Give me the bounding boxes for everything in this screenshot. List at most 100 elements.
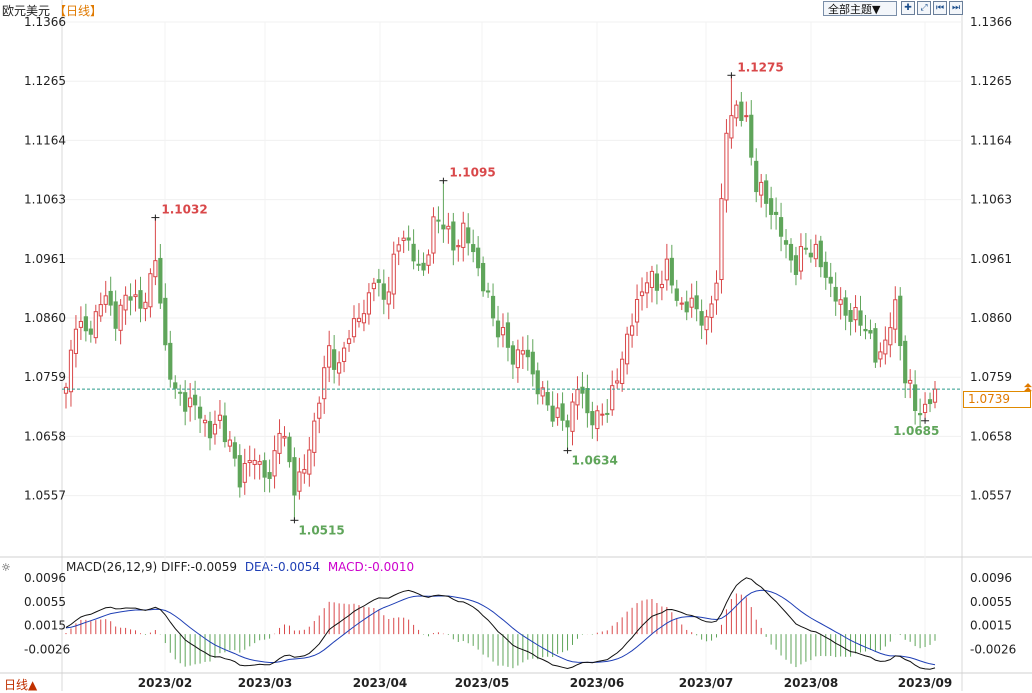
candle-down [833,286,838,302]
candle-down [505,322,511,348]
candle-up [922,403,928,414]
candle-up [247,460,252,464]
candle-down [332,349,337,370]
candle-up [386,291,391,305]
candle-up [317,402,322,419]
candle-down [873,328,878,363]
candle-up [908,379,913,384]
low-label: 1.0515 [298,523,344,537]
candle-down [411,243,416,262]
candle-up [679,302,684,305]
candle-up [356,317,362,323]
candle-up [123,294,128,311]
candle-down [510,345,516,365]
macd-legend: MACD(26,12,9) DIFF:-0.0059 DEA:-0.0054 M… [66,560,414,574]
candle-down [858,310,863,326]
month-label: 2023/08 [784,676,838,690]
candle-down [495,320,501,338]
candle-up [202,419,208,424]
candle-down [113,301,118,329]
candle-up [217,414,223,421]
candle-up [351,318,357,338]
candle-up [312,420,317,453]
candle-up [188,397,193,408]
candle-up [78,320,83,328]
candle-down [481,262,486,292]
candle-down [927,399,933,405]
price-tick-label-left: 1.0860 [24,311,66,325]
candle-up [63,386,69,394]
candle-down [441,224,446,230]
instrument-name: 欧元美元 [2,4,51,18]
month-label: 2023/07 [679,676,733,690]
zoom-in-icon[interactable]: ⤢ [917,1,931,15]
candle-down [158,257,163,304]
candle-up [734,104,739,119]
candle-down [778,217,784,237]
candle-down [788,243,794,261]
candle-up [600,413,605,416]
candle-down [138,290,143,309]
candle-down [193,394,198,406]
candle-up [341,347,347,362]
candle-up [346,338,352,344]
candle-up [456,245,461,248]
candle-down [183,392,188,412]
candle-up [500,327,506,336]
candle-down [550,405,555,422]
price-tick-label-left: 1.1265 [24,74,66,88]
candle-up [798,246,804,272]
macd-params: MACD(26,12,9) [66,560,158,574]
candle-down [669,257,674,286]
candle-up [724,132,729,201]
current-price-tag: 1.0739 [963,391,1031,408]
indicator-settings-icon[interactable]: ☼ [1,561,11,574]
month-label: 2023/09 [898,676,952,690]
candle-up [227,439,232,447]
high-label: 1.1275 [737,60,783,74]
candle-up [853,307,858,321]
candle-down [793,255,799,275]
candle-down [466,227,471,244]
price-tick-label-left: 1.1366 [24,15,66,29]
candle-down [545,392,550,406]
candle-up [570,401,575,432]
candle-down [868,330,873,334]
candle-up [878,351,883,360]
crosshair-icon[interactable]: ✚ [901,1,915,15]
candle-down [848,310,853,322]
candle-up [431,216,436,254]
candle-up [68,349,74,393]
candle-up [689,297,694,308]
candle-up [461,222,466,248]
candle-up [148,273,153,308]
candle-down [168,342,173,380]
candle-up [932,388,938,403]
candle-up [649,270,655,288]
candle-down [684,301,689,313]
macd-tick-label-right: -0.0026 [970,642,1016,656]
price-tick-label-left: 1.0961 [24,252,66,266]
forward-icon[interactable]: ⏭ [949,1,963,15]
candle-up [744,115,749,118]
price-tick-label-right: 1.0658 [970,429,1012,443]
candle-down [739,101,744,121]
candle-up [396,244,401,252]
rewind-icon[interactable]: ⏮ [933,1,947,15]
candle-down [764,180,769,204]
candle-down [237,455,242,488]
theme-selector-button[interactable]: 全部主题▼ [823,1,897,16]
candle-up [704,316,709,331]
candle-up [133,294,138,298]
candle-up [888,327,893,346]
candle-down [376,279,381,283]
candle-up [143,301,148,310]
candle-up [302,468,307,474]
period-switch-button[interactable]: 日线▲ [4,678,38,692]
price-tick-label-left: 1.0557 [24,489,66,503]
candle-down [913,384,918,412]
candle-down [108,290,113,306]
candle-down [903,340,908,384]
low-label: 1.0634 [572,454,618,468]
